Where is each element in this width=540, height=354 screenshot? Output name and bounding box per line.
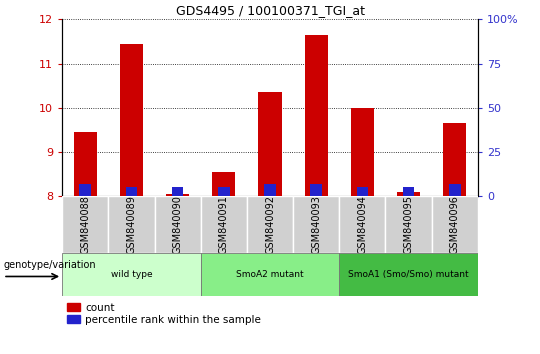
- Text: SmoA2 mutant: SmoA2 mutant: [236, 270, 304, 279]
- Text: wild type: wild type: [111, 270, 152, 279]
- Bar: [431, 196, 478, 253]
- Bar: [126, 187, 137, 196]
- Bar: [212, 172, 235, 196]
- Text: GSM840091: GSM840091: [219, 195, 229, 254]
- Bar: [62, 253, 201, 296]
- Text: GSM840095: GSM840095: [403, 195, 414, 254]
- Text: GSM840093: GSM840093: [311, 195, 321, 254]
- Bar: [449, 184, 461, 196]
- Text: GSM840094: GSM840094: [357, 195, 367, 254]
- Bar: [154, 196, 201, 253]
- Bar: [351, 108, 374, 196]
- Bar: [73, 132, 97, 196]
- Bar: [201, 196, 247, 253]
- Bar: [166, 194, 189, 196]
- Bar: [172, 187, 184, 196]
- Bar: [339, 253, 478, 296]
- Bar: [339, 196, 386, 253]
- Legend: count, percentile rank within the sample: count, percentile rank within the sample: [68, 303, 261, 325]
- Bar: [397, 192, 420, 196]
- Bar: [218, 187, 230, 196]
- Bar: [293, 196, 339, 253]
- Bar: [62, 196, 109, 253]
- Text: GSM840096: GSM840096: [450, 195, 460, 254]
- Bar: [310, 184, 322, 196]
- Bar: [79, 184, 91, 196]
- Bar: [264, 184, 276, 196]
- Bar: [443, 124, 467, 196]
- Bar: [305, 35, 328, 196]
- Text: GSM840088: GSM840088: [80, 195, 90, 254]
- Text: GSM840089: GSM840089: [126, 195, 137, 254]
- Bar: [120, 44, 143, 196]
- Bar: [201, 253, 339, 296]
- Text: GSM840090: GSM840090: [173, 195, 183, 254]
- Text: SmoA1 (Smo/Smo) mutant: SmoA1 (Smo/Smo) mutant: [348, 270, 469, 279]
- Bar: [109, 196, 154, 253]
- Bar: [386, 196, 431, 253]
- Text: genotype/variation: genotype/variation: [3, 260, 96, 270]
- Bar: [247, 196, 293, 253]
- Bar: [259, 92, 281, 196]
- Title: GDS4495 / 100100371_TGI_at: GDS4495 / 100100371_TGI_at: [176, 4, 364, 17]
- Bar: [403, 187, 414, 196]
- Text: GSM840092: GSM840092: [265, 195, 275, 254]
- Bar: [356, 187, 368, 196]
